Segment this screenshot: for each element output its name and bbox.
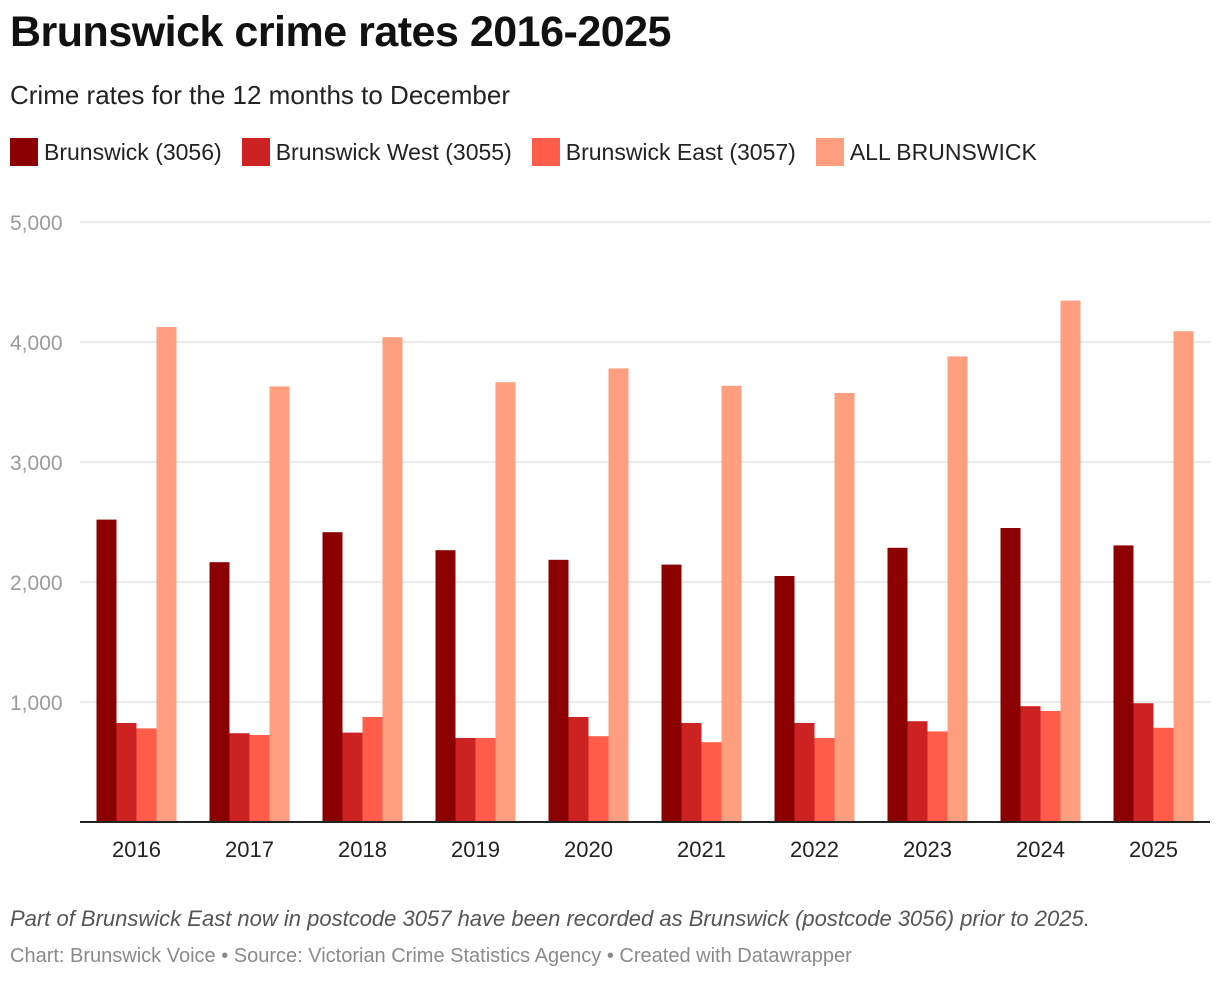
bar: [1113, 545, 1134, 822]
bar: [156, 327, 177, 822]
x-tick-label: 2017: [225, 837, 274, 862]
legend-item-all-brunswick: ALL BRUNSWICK: [815, 138, 1037, 166]
bar: [681, 723, 702, 822]
bar: [814, 738, 835, 822]
bar: [229, 733, 250, 822]
bar: [249, 735, 270, 822]
bar: [475, 738, 496, 822]
bar: [907, 721, 928, 822]
x-tick-label: 2019: [451, 837, 500, 862]
bar: [362, 717, 383, 822]
bar: [1000, 528, 1021, 822]
bar: [1020, 706, 1041, 822]
bar: [1173, 331, 1194, 822]
legend-item-brunswick: Brunswick (3056): [10, 138, 222, 166]
x-tick-label: 2021: [677, 837, 726, 862]
legend-swatch: [531, 138, 560, 166]
bar: [1133, 703, 1154, 822]
legend-label: Brunswick East (3057): [565, 138, 796, 165]
bar: [774, 576, 795, 822]
bar: [322, 532, 343, 822]
bar: [455, 738, 476, 822]
y-tick-label: 1,000: [10, 692, 63, 715]
y-tick-label: 4,000: [10, 332, 63, 355]
bar: [209, 562, 230, 822]
x-tick-label: 2022: [790, 837, 839, 862]
bar: [701, 742, 722, 822]
chart-legend: Brunswick (3056) Brunswick West (3055) B…: [10, 136, 1057, 168]
legend-label: Brunswick West (3055): [275, 138, 512, 165]
bar: [947, 356, 968, 822]
legend-swatch: [815, 138, 844, 166]
bar: [887, 547, 908, 822]
bar: [1040, 711, 1061, 822]
legend-item-brunswick-west: Brunswick West (3055): [241, 138, 512, 166]
bar: [548, 559, 569, 822]
y-tick-label: 5,000: [10, 212, 63, 235]
y-tick-label: 3,000: [10, 452, 63, 475]
bar: [794, 723, 815, 822]
bar: [927, 731, 948, 822]
x-tick-label: 2023: [903, 837, 952, 862]
y-tick-label: 2,000: [10, 572, 63, 595]
bar: [661, 564, 682, 822]
bar: [136, 728, 157, 822]
legend-item-brunswick-east: Brunswick East (3057): [531, 138, 796, 166]
bar-chart: 1,000 2,000 3,000 4,000 5,000 2016 2017 2018 201…: [10, 212, 1210, 862]
chart-credits: Chart: Brunswick Voice • Source: Victori…: [10, 945, 852, 967]
x-tick-label: 2016: [112, 837, 161, 862]
bar: [834, 393, 855, 822]
x-tick-label: 2024: [1016, 837, 1065, 862]
bar: [342, 732, 363, 822]
bar: [1153, 727, 1174, 822]
chart-subtitle: Crime rates for the 12 months to Decembe…: [10, 80, 510, 110]
chart-title: Brunswick crime rates 2016-2025: [10, 8, 671, 56]
legend-swatch: [241, 138, 270, 166]
bar: [116, 723, 137, 822]
legend-swatch: [10, 138, 38, 166]
bar: [96, 519, 117, 822]
bar: [608, 368, 629, 822]
chart-note: Part of Brunswick East now in postcode 3…: [10, 906, 1090, 931]
bar: [568, 717, 589, 822]
legend-label: Brunswick (3056): [44, 138, 222, 165]
bar: [495, 382, 516, 822]
bar: [435, 550, 456, 822]
legend-label: ALL BRUNSWICK: [849, 138, 1037, 165]
bar: [721, 385, 742, 822]
bar: [1060, 300, 1081, 823]
bar: [588, 736, 609, 822]
x-tick-label: 2018: [338, 837, 387, 862]
bar: [382, 337, 403, 822]
x-tick-label: 2025: [1129, 837, 1178, 862]
x-tick-label: 2020: [564, 837, 613, 862]
bar: [269, 386, 290, 822]
